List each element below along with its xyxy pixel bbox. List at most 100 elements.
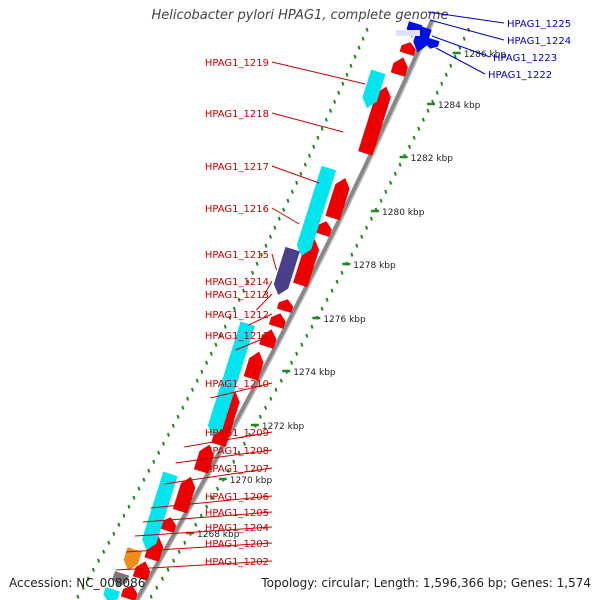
inner-dot bbox=[232, 306, 236, 311]
reverse-gene bbox=[103, 587, 120, 600]
inner-dot bbox=[137, 486, 141, 491]
outer-dot bbox=[305, 333, 309, 338]
leader-left bbox=[271, 253, 277, 271]
inner-dot bbox=[81, 585, 85, 590]
inner-dot bbox=[337, 90, 341, 95]
outer-dot bbox=[199, 513, 203, 518]
outer-dot bbox=[258, 414, 262, 419]
outer-dot bbox=[440, 81, 444, 86]
leader-left bbox=[134, 526, 273, 537]
inner-dot bbox=[260, 252, 264, 257]
inner-dot bbox=[320, 126, 324, 131]
forward-gene bbox=[259, 329, 277, 349]
leader-left bbox=[175, 449, 273, 464]
inner-dot bbox=[223, 324, 227, 329]
inner-dot bbox=[365, 27, 369, 32]
forward-gene bbox=[268, 313, 286, 329]
inner-dot bbox=[264, 243, 268, 248]
outer-dot bbox=[458, 45, 462, 50]
inner-dot bbox=[112, 531, 116, 536]
outer-dot bbox=[290, 360, 294, 365]
outer-dot bbox=[232, 459, 236, 464]
forward-gene bbox=[276, 299, 294, 313]
scale-ticks: 1268 kbp 1270 kbp 1272 kbp 1274 kbp 1276 kbp… bbox=[76, 27, 506, 599]
inner-dot bbox=[171, 423, 175, 428]
outer-dot bbox=[369, 216, 373, 221]
inner-dot bbox=[205, 360, 209, 365]
forward-gene bbox=[120, 585, 138, 600]
outer-dot bbox=[355, 243, 359, 248]
inner-dot bbox=[277, 216, 281, 221]
inner-dot bbox=[286, 198, 290, 203]
outer-dot bbox=[350, 252, 354, 257]
reverse-gene bbox=[112, 571, 130, 587]
outer-dot bbox=[435, 90, 439, 95]
inner-dot bbox=[200, 369, 204, 374]
inner-dot bbox=[97, 558, 101, 563]
outer-dot bbox=[384, 189, 388, 194]
inner-dot bbox=[219, 333, 223, 338]
forward-gene bbox=[132, 561, 151, 581]
outer-dot bbox=[216, 486, 220, 491]
map-title: Helicobacter pylori HPAG1, complete geno… bbox=[0, 8, 600, 23]
outer-dot bbox=[279, 378, 283, 383]
reverse-gene bbox=[296, 165, 337, 256]
inner-dot bbox=[333, 99, 337, 104]
scale-tick-label: 1274 kbp bbox=[293, 368, 336, 378]
outer-dot bbox=[310, 324, 314, 329]
gene-label-left: HPAG1_1214 bbox=[205, 277, 269, 288]
outer-dot bbox=[295, 351, 299, 356]
forward-gene bbox=[390, 57, 408, 77]
forward-gene bbox=[358, 86, 391, 156]
leader-left bbox=[184, 431, 273, 448]
inner-dot bbox=[209, 351, 213, 356]
inner-dot bbox=[312, 144, 316, 149]
inner-dot bbox=[303, 162, 307, 167]
inner-dot bbox=[361, 36, 365, 41]
gene-label-left: HPAG1_1213 bbox=[205, 290, 269, 301]
gene-label-left: HPAG1_1216 bbox=[205, 204, 269, 215]
inner-dot bbox=[353, 54, 357, 59]
inner-dot bbox=[86, 576, 90, 581]
inner-dot bbox=[307, 153, 312, 158]
leader-left bbox=[255, 293, 273, 311]
gene-label-right: HPAG1_1225 bbox=[507, 19, 571, 30]
gene-label-right: HPAG1_1223 bbox=[493, 53, 557, 64]
outer-dot bbox=[407, 144, 412, 149]
leader-left bbox=[163, 467, 273, 485]
inner-dot bbox=[324, 117, 328, 122]
outer-dot bbox=[210, 495, 214, 500]
gene-label-left: HPAG1_1219 bbox=[205, 58, 269, 69]
inner-dot bbox=[76, 594, 80, 599]
label-leaders bbox=[115, 11, 505, 571]
leader-left bbox=[235, 334, 273, 351]
inner-dot bbox=[268, 234, 272, 239]
gene-label-left: HPAG1_1217 bbox=[205, 162, 269, 173]
outer-dot bbox=[426, 108, 430, 113]
leader-left bbox=[271, 61, 366, 85]
outer-dot bbox=[340, 270, 344, 275]
gene-labels: HPAG1_1219 HPAG1_1218 HPAG1_1217 HPAG1_1216… bbox=[205, 19, 571, 568]
inner-dot bbox=[282, 207, 286, 212]
leader-right bbox=[431, 35, 491, 58]
outer-dot bbox=[160, 576, 164, 581]
inner-dot bbox=[273, 225, 277, 230]
outer-dot bbox=[274, 387, 278, 392]
gene-label-left: HPAG1_1202 bbox=[205, 557, 269, 568]
gene-label-left: HPAG1_1215 bbox=[205, 250, 269, 261]
inner-dot bbox=[127, 504, 131, 509]
outer-dot bbox=[242, 441, 246, 446]
inner-dot bbox=[290, 189, 294, 194]
reverse-gene bbox=[362, 69, 386, 109]
inner-dot bbox=[237, 297, 241, 302]
backbone-line bbox=[134, 19, 434, 600]
scale-tick-label: 1284 kbp bbox=[438, 101, 481, 111]
inner-dot bbox=[357, 45, 361, 50]
outer-dot bbox=[379, 198, 383, 203]
inner-dot bbox=[295, 180, 299, 185]
leader-left bbox=[271, 112, 344, 133]
map-title-text: Helicobacter pylori HPAG1, complete geno… bbox=[151, 8, 449, 23]
leader-left bbox=[271, 165, 320, 184]
gene-label-left: HPAG1_1206 bbox=[205, 492, 269, 503]
gene-features bbox=[103, 21, 440, 600]
